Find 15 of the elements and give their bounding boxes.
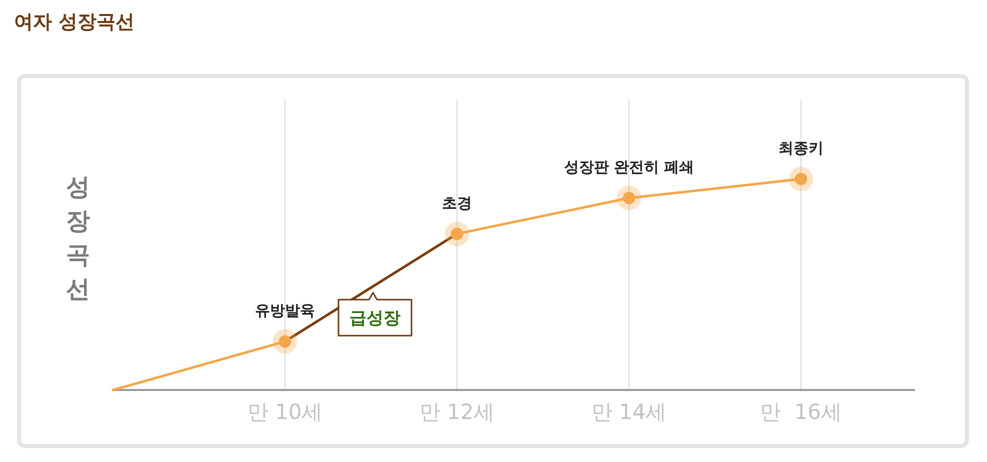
annotation: 최종키 <box>778 139 824 157</box>
annotation: 초경 <box>442 194 472 212</box>
point <box>444 222 470 246</box>
annotation: 성장판 완전히 폐쇄 <box>564 158 694 176</box>
x-tick-label: 만 12세 <box>419 400 495 424</box>
point <box>788 166 814 192</box>
x-tick-label: 만 10세 <box>247 400 323 424</box>
annotation: 유방발육 <box>255 301 315 320</box>
y-axis-title: 성장곡선 <box>66 173 90 303</box>
point <box>616 186 642 210</box>
point <box>272 329 298 354</box>
chart-title: 여자 성장곡선 <box>14 11 135 33</box>
annotation: 급성장 <box>350 308 400 329</box>
x-tick-label: 만 16세 <box>760 400 842 424</box>
x-tick-label: 만 14세 <box>591 400 667 424</box>
